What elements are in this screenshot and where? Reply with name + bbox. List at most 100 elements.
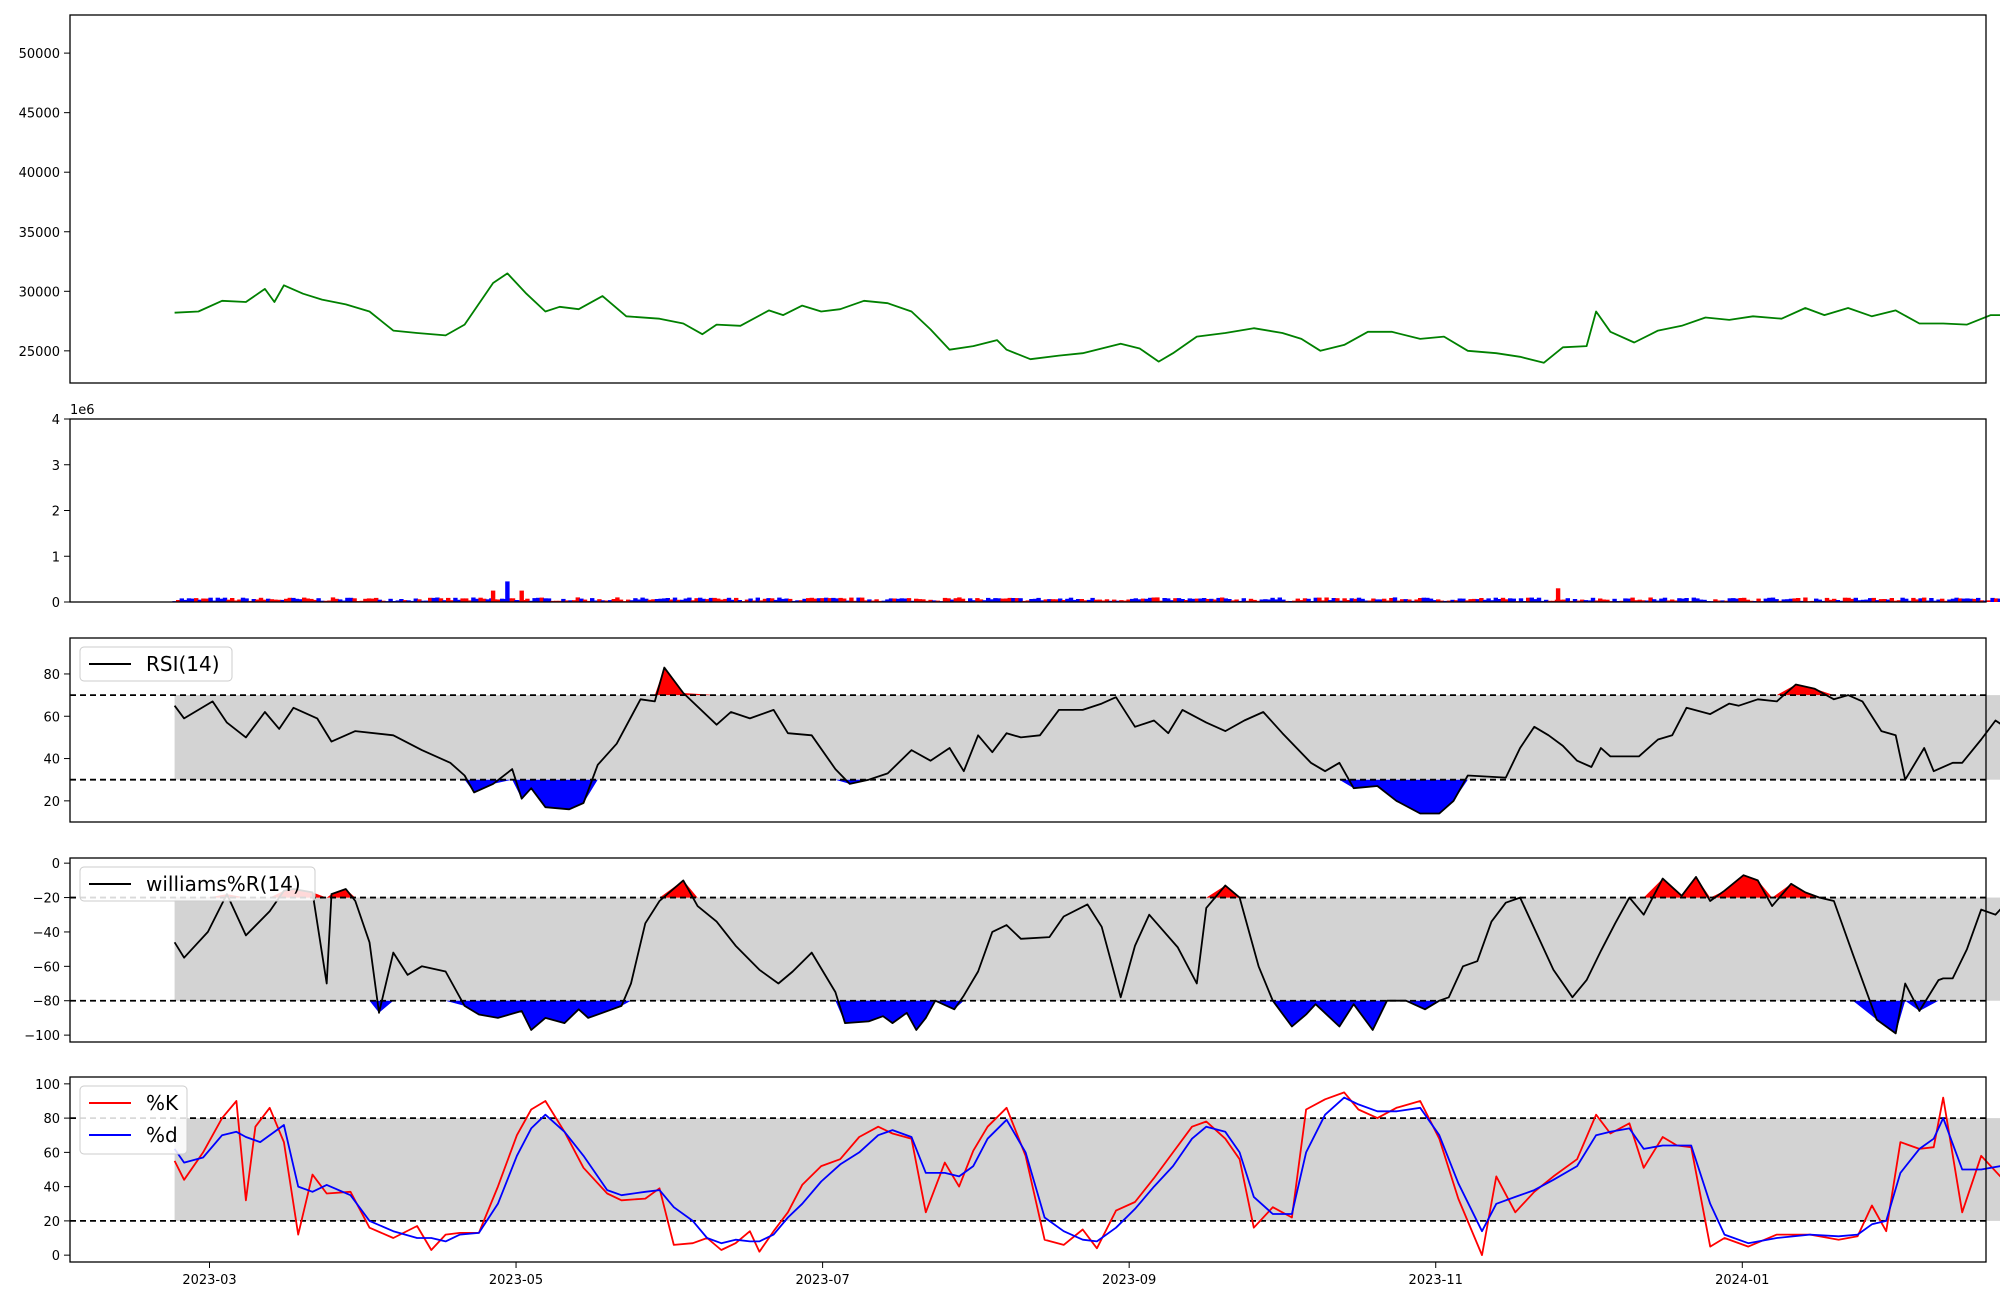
volume-bar <box>687 597 692 602</box>
volume-bar <box>1011 598 1016 602</box>
volume-bar <box>730 599 735 602</box>
volume-bar <box>1572 599 1578 602</box>
volume-bar <box>680 599 685 602</box>
volume-bar <box>1025 600 1030 602</box>
volume-bar <box>1724 600 1729 602</box>
volume-bar <box>1526 597 1531 602</box>
volume-bar <box>424 600 429 602</box>
volume-bar <box>464 598 469 602</box>
rsi-ytick-label: 80 <box>43 668 60 683</box>
x-tick-label: 2023-05 <box>489 1273 543 1288</box>
volume-bar <box>827 598 832 602</box>
volume-bar <box>1929 598 1934 602</box>
volume-bar <box>496 599 501 602</box>
volume-bar <box>1623 598 1628 602</box>
volume-bar <box>309 598 314 602</box>
stochastic-axes-frame <box>69 1076 1987 1263</box>
volume-bar <box>1680 598 1686 602</box>
volume-bar <box>490 590 496 602</box>
volume-bar <box>1094 599 1099 602</box>
volume-bar <box>1652 599 1657 602</box>
volume-bar <box>406 600 411 602</box>
volume-bar <box>928 599 933 602</box>
volume-bar <box>780 598 786 602</box>
x-tick-label: 2023-07 <box>795 1273 849 1288</box>
volume-bar <box>474 598 480 602</box>
volume-bar <box>1990 597 1995 602</box>
volume-bar <box>1360 598 1365 602</box>
volume-bar <box>1900 597 1905 602</box>
rsi-legend: RSI(14) <box>79 646 233 682</box>
volume-bar <box>978 599 984 602</box>
rsi-ytick-label: 20 <box>43 795 60 810</box>
volume-bar <box>1425 597 1430 602</box>
volume-bar <box>1666 600 1671 602</box>
volume-bar <box>1270 597 1275 602</box>
volume-bar <box>1400 599 1405 602</box>
volume-bar <box>244 598 249 602</box>
volume-bar <box>179 598 184 602</box>
volume-bar <box>1450 599 1455 602</box>
volume-bar <box>777 597 782 602</box>
volume-bar <box>1248 598 1254 602</box>
volume-bar <box>946 598 951 602</box>
volume-bar <box>1065 598 1070 602</box>
volume-bar <box>737 600 742 602</box>
volume-bar <box>204 598 210 602</box>
volume-bar <box>615 597 620 602</box>
volume-bar <box>629 600 634 602</box>
volume-bar <box>1295 598 1300 602</box>
volume-bar <box>1202 598 1207 602</box>
volume-bar <box>438 598 444 602</box>
volume-bar <box>834 598 840 602</box>
williams-ytick-label: −100 <box>24 1029 60 1044</box>
d-legend-label: %d <box>146 1123 178 1147</box>
volume-bar <box>1713 599 1718 602</box>
volume-bar <box>651 599 656 602</box>
volume-bar <box>1083 600 1088 602</box>
volume-bar <box>766 598 771 602</box>
volume-bar <box>1464 600 1470 602</box>
volume-bar <box>532 598 537 602</box>
volume-bar <box>1832 598 1837 602</box>
volume-bar <box>881 600 886 602</box>
volume-bar <box>1533 599 1538 602</box>
volume-bar <box>752 600 757 602</box>
volume-bar <box>1835 600 1840 602</box>
volume-ytick-label: 2 <box>52 505 60 520</box>
volume-bar <box>1846 597 1851 602</box>
volume-bar <box>762 598 768 602</box>
williams-neutral-band <box>174 897 2000 1001</box>
volume-bar <box>1518 598 1524 602</box>
volume-bar <box>1353 598 1358 602</box>
volume-bar <box>456 599 462 602</box>
volume-bar <box>698 597 703 602</box>
volume-bar <box>921 599 926 602</box>
volume-bar <box>1407 599 1412 602</box>
volume-bar <box>1432 600 1437 602</box>
volume-bar <box>1958 598 1963 602</box>
volume-bar <box>1230 600 1236 602</box>
williams-ytick-label: 0 <box>52 857 60 872</box>
volume-bar <box>399 599 404 602</box>
volume-bar <box>1828 599 1833 602</box>
volume-bar <box>1130 598 1135 602</box>
volume-bar <box>1648 597 1653 602</box>
stochastic-neutral-band <box>174 1118 2000 1221</box>
volume-bar <box>536 597 541 602</box>
volume-bar <box>564 600 570 602</box>
volume-bar <box>420 600 426 602</box>
volume-bar <box>1695 598 1700 602</box>
volume-bar <box>1349 598 1354 602</box>
volume-bar <box>1770 597 1776 602</box>
volume-bar <box>1886 599 1891 602</box>
volume-bar <box>1493 597 1498 602</box>
volume-bar <box>561 598 566 602</box>
volume-bar <box>1641 600 1646 602</box>
volume-bar <box>1634 600 1639 602</box>
volume-bar <box>1662 597 1668 602</box>
williams-overbought-fill <box>174 875 2000 898</box>
volume-bar <box>1896 600 1902 602</box>
volume-bar <box>676 599 681 602</box>
volume-bar <box>888 598 894 602</box>
